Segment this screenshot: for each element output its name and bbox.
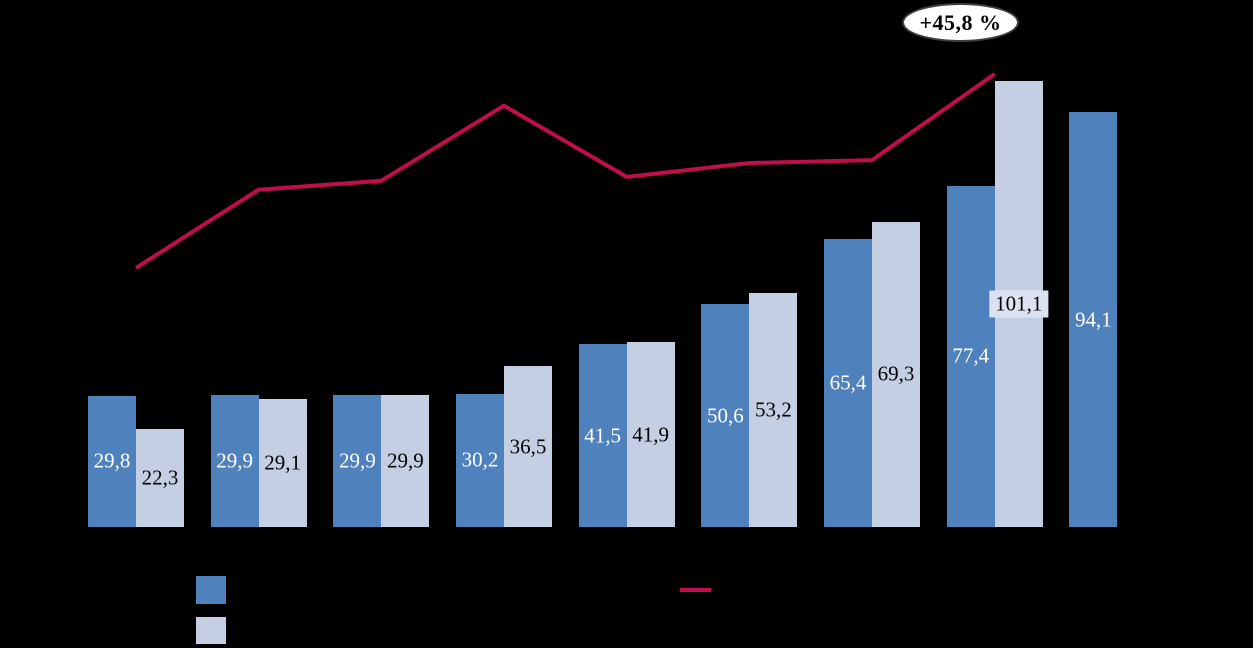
bar-light-blue-bars-group-6 xyxy=(749,292,798,527)
bar-value-label-dark-blue-bars-group-1: 29,8 xyxy=(93,448,131,473)
bar-dark-blue-bars-group-7 xyxy=(824,238,873,527)
callout-label: +45,8 % xyxy=(919,9,1002,35)
bar-light-blue-bars-group-4 xyxy=(504,366,552,527)
bar-light-blue-bars-group-5 xyxy=(626,342,675,527)
callout-ellipse: +45,8 % xyxy=(902,3,1019,42)
bar-light-blue-bars-group-3 xyxy=(381,395,430,527)
bar-value-label-light-blue-bars-group-7: 69,3 xyxy=(877,361,915,386)
bar-dark-blue-bars-group-4 xyxy=(456,393,504,527)
bar-value-label-dark-blue-bars-group-7: 65,4 xyxy=(829,370,867,395)
bar-value-label-light-blue-bars-group-3: 29,9 xyxy=(386,448,424,473)
bar-value-label-dark-blue-bars-group-2: 29,9 xyxy=(216,448,254,473)
legend-swatch-dark-series xyxy=(196,576,226,604)
legend-swatch-light-series xyxy=(196,617,226,644)
bar-value-label-light-blue-bars-group-2: 29,1 xyxy=(264,450,302,475)
bar-light-blue-bars-group-2 xyxy=(258,398,307,527)
bar-dark-blue-bars-group-6 xyxy=(701,304,750,527)
bar-value-label-light-blue-bars-group-5: 41,9 xyxy=(632,422,670,447)
bar-value-label-dark-blue-bars-group-8: 77,4 xyxy=(952,343,990,368)
bar-value-label-light-blue-bars-group-8: 101,1 xyxy=(989,290,1049,318)
bar-value-label-dark-blue-bars-group-4: 30,2 xyxy=(461,447,499,472)
bar-value-label-dark-blue-bars-group-6: 50,6 xyxy=(706,403,744,427)
bar-value-label-light-blue-bars-group-1: 22,3 xyxy=(141,465,179,490)
trend-line xyxy=(134,72,996,270)
bar-dark-blue-bars-group-5 xyxy=(578,344,627,527)
bar-value-label-light-blue-bars-group-4: 36,5 xyxy=(509,434,547,459)
bar-dark-blue-bars-group-1 xyxy=(88,395,136,527)
legend-line-swatch xyxy=(680,588,711,592)
bar-dark-blue-bars-group-9 xyxy=(1069,112,1118,527)
bar-value-label-dark-blue-bars-group-5: 41,5 xyxy=(584,423,622,448)
bar-dark-blue-bars-group-8 xyxy=(946,185,995,527)
bar-light-blue-bars-group-7 xyxy=(872,221,921,527)
bar-dark-blue-bars-group-3 xyxy=(333,395,382,527)
bar-light-blue-bars-group-1 xyxy=(136,428,184,527)
bar-value-label-light-blue-bars-group-6: 53,2 xyxy=(754,397,792,422)
bar-value-label-dark-blue-bars-group-9: 94,1 xyxy=(1074,307,1112,332)
bar-value-label-dark-blue-bars-group-3: 29,9 xyxy=(338,448,376,473)
bar-dark-blue-bars-group-2 xyxy=(210,395,259,527)
